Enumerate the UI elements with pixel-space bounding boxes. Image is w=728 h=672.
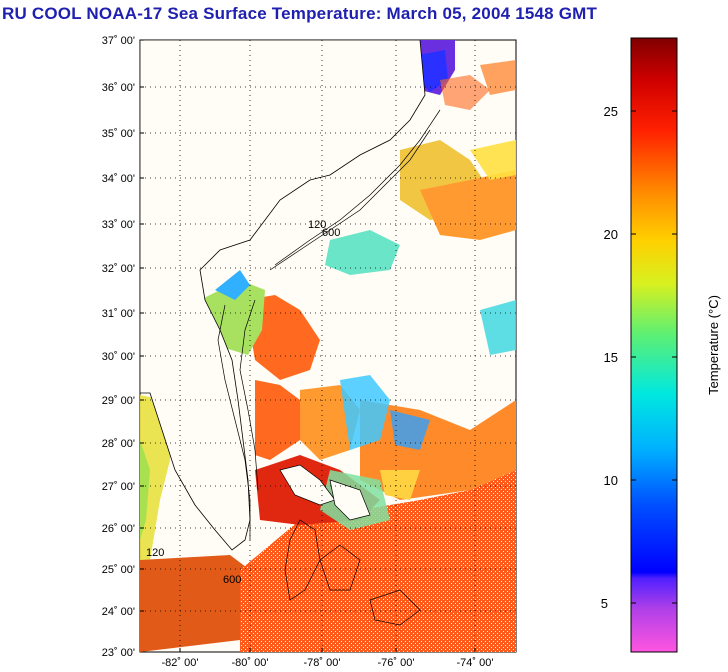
lat-label: 26˚ 00' (102, 523, 135, 535)
colorbar (630, 37, 678, 653)
isobath-label-group: 120 600 120 600 (146, 219, 340, 586)
lat-axis-labels: 37˚ 00' 36˚ 00' 35˚ 00' 34˚ 00' 33˚ 00' … (102, 35, 135, 659)
isobath-label: 120 (308, 219, 326, 231)
lat-label: 28˚ 00' (102, 438, 135, 450)
colorbar-tick-label: 10 (604, 473, 618, 488)
lat-label: 37˚ 00' (102, 35, 135, 47)
colorbar-tick-label: 5 (601, 596, 608, 611)
colorbar-tick-labels: 25 20 15 10 5 (601, 104, 618, 611)
colorbar-tick-label: 15 (604, 350, 618, 365)
colorbar-ticks (631, 110, 677, 604)
isobath-label: 600 (322, 227, 340, 239)
lat-label: 23˚ 00' (102, 647, 135, 659)
sst-data-layer (140, 40, 516, 652)
land-masses (139, 39, 426, 626)
lat-label: 35˚ 00' (102, 128, 135, 140)
lon-axis-labels: -82˚ 00' -80˚ 00' -78˚ 00' -76˚ 00' -74˚… (162, 657, 494, 669)
lon-label: -80˚ 00' (232, 657, 269, 669)
grid-lines (140, 40, 516, 652)
lat-label: 24˚ 00' (102, 606, 135, 618)
lat-label: 29˚ 00' (102, 395, 135, 407)
lat-label: 36˚ 00' (102, 82, 135, 94)
lon-label: -76˚ 00' (378, 657, 415, 669)
colorbar-tick-label: 25 (604, 104, 618, 119)
lat-label: 32˚ 00' (102, 263, 135, 275)
lon-label: -78˚ 00' (304, 657, 341, 669)
lat-label: 34˚ 00' (102, 173, 135, 185)
lat-label: 27˚ 00' (102, 481, 135, 493)
lat-label: 33˚ 00' (102, 219, 135, 231)
lat-label: 30˚ 00' (102, 351, 135, 363)
isobath-label: 120 (146, 547, 164, 559)
colorbar-tick-label: 20 (604, 227, 618, 242)
lon-label: -82˚ 00' (162, 657, 199, 669)
lat-label: 31˚ 00' (102, 308, 135, 320)
colorbar-label: Temperature (°C) (706, 295, 721, 395)
map-title: RU COOL NOAA-17 Sea Surface Temperature:… (2, 4, 598, 23)
axis-ticks (140, 39, 476, 652)
lat-label: 25˚ 00' (102, 564, 135, 576)
lon-label: -74˚ 00' (457, 657, 494, 669)
isobath-label: 600 (223, 574, 241, 586)
